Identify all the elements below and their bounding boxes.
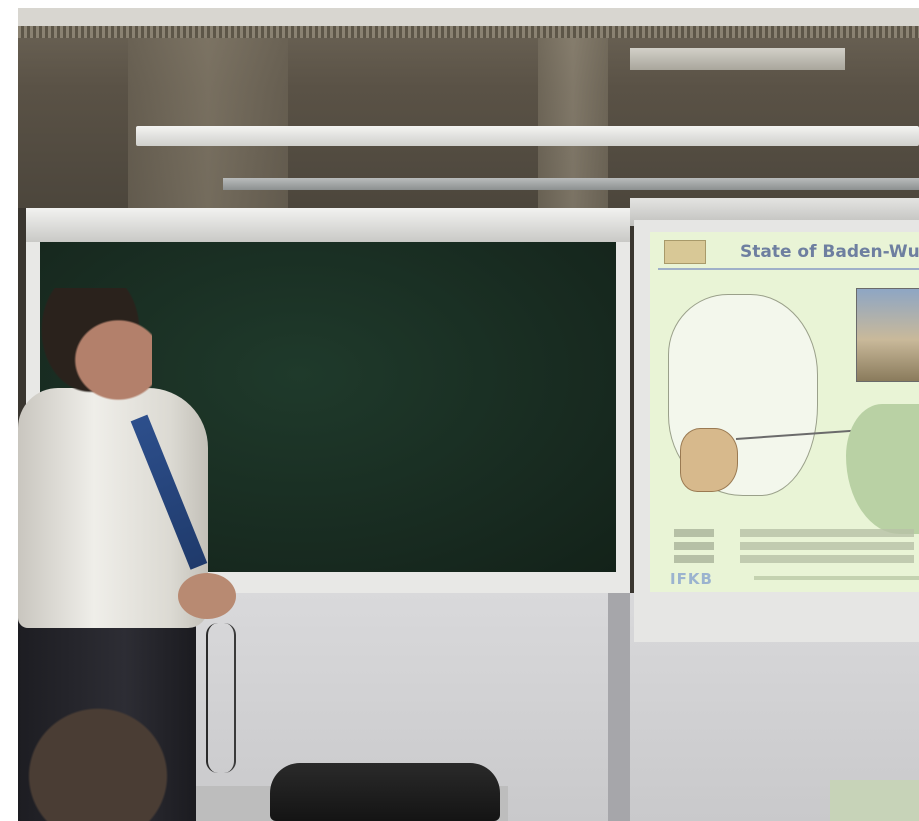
audience-member-head	[18, 698, 178, 821]
slide-title: State of Baden-Wurtte	[740, 242, 919, 262]
tv-tower-photo	[856, 288, 919, 382]
ceiling-light-bar	[136, 126, 919, 146]
slide-fact-line	[674, 529, 914, 537]
presenter-hand	[178, 573, 236, 619]
microphone-cable	[206, 623, 236, 773]
baden-wurttemberg-map	[846, 404, 919, 534]
ceiling-fixture	[630, 48, 845, 70]
slide-facts	[674, 524, 914, 568]
ceiling-trim	[18, 8, 919, 28]
chalkboard-rail	[26, 208, 630, 242]
wall-pillar	[608, 593, 630, 821]
classroom-photo: State of Baden-Wurtte IFKB	[18, 8, 919, 821]
bag	[270, 763, 500, 821]
slide-fact-line	[674, 542, 914, 550]
slide-fact-line	[674, 555, 914, 563]
ceiling-rail	[223, 178, 919, 190]
coat-of-arms-icon	[664, 240, 706, 264]
slide-divider	[658, 268, 919, 270]
projected-slide: State of Baden-Wurtte IFKB	[650, 232, 919, 592]
presenter-head	[40, 288, 152, 408]
slide-logo: IFKB	[670, 570, 713, 588]
baden-wurttemberg-highlight	[680, 428, 738, 492]
ceiling-grill	[18, 26, 919, 38]
desk	[830, 780, 919, 821]
slide-footer	[754, 576, 919, 580]
